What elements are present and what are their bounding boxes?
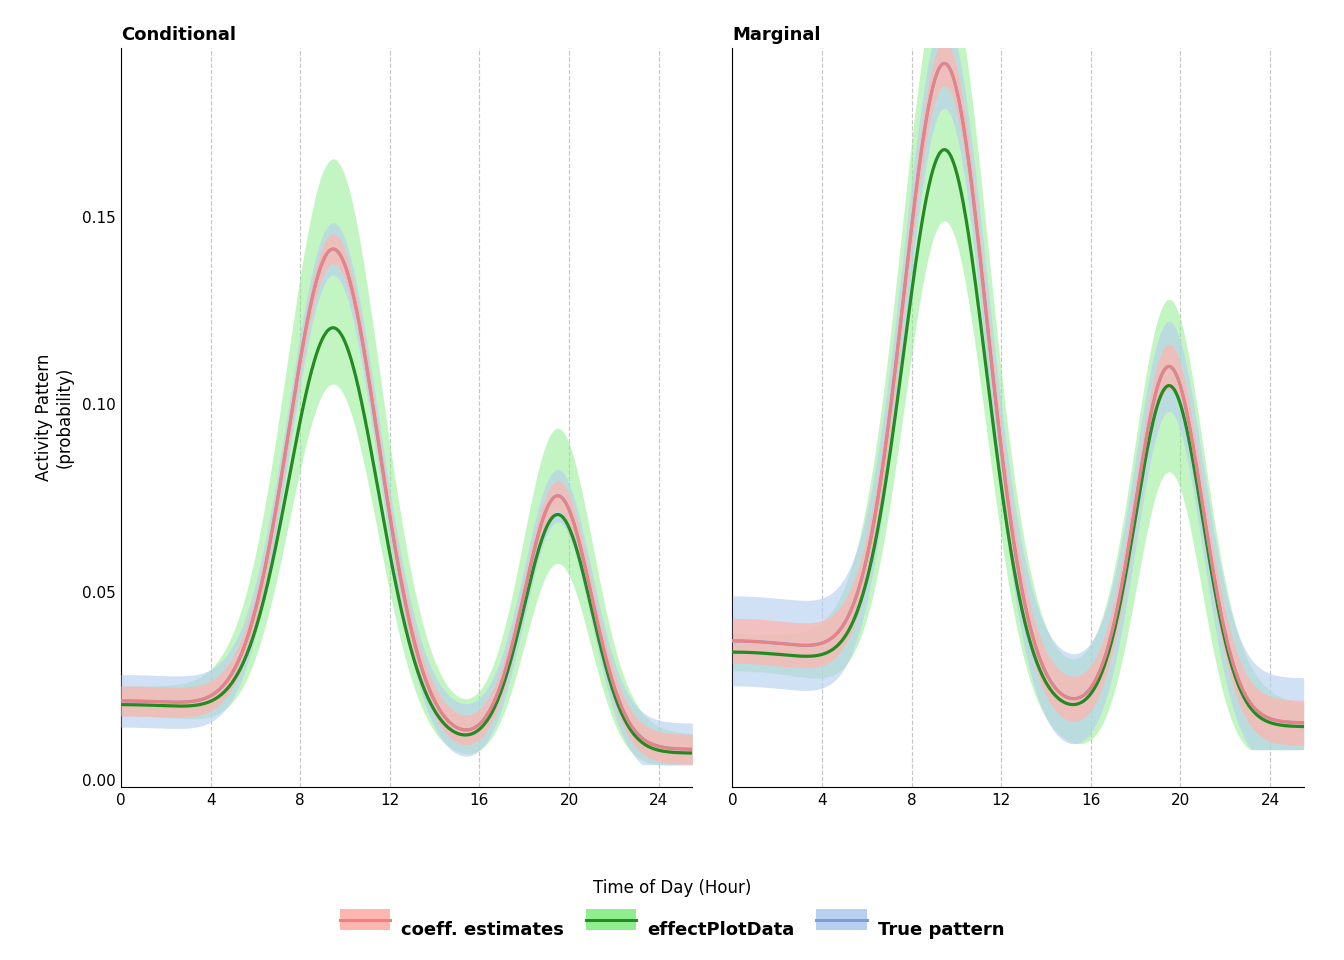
Text: Conditional: Conditional bbox=[121, 26, 237, 43]
Text: Time of Day (Hour): Time of Day (Hour) bbox=[593, 879, 751, 897]
Text: Marginal: Marginal bbox=[732, 26, 821, 43]
Legend: coeff. estimates, effectPlotData, True pattern: coeff. estimates, effectPlotData, True p… bbox=[333, 911, 1011, 947]
Y-axis label: Activity Pattern
(probability): Activity Pattern (probability) bbox=[35, 354, 74, 481]
